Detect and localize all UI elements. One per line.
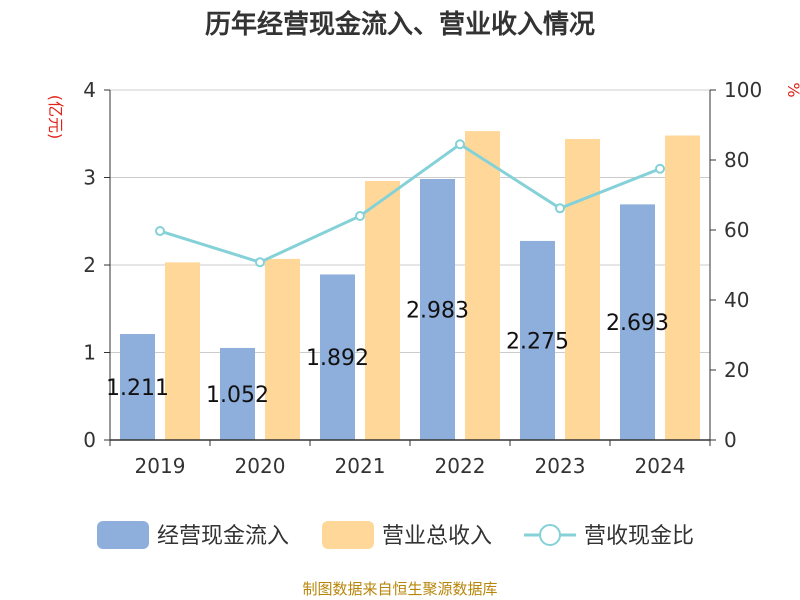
legend-swatch-revenue	[322, 521, 374, 549]
right-tick-label: 20	[724, 358, 749, 382]
bar-revenue	[565, 139, 600, 440]
bar-value-label: 1.892	[306, 346, 369, 371]
bar-revenue	[665, 135, 700, 440]
chart-title: 历年经营现金流入、营业收入情况	[205, 9, 595, 40]
bar-cash-inflow	[320, 274, 355, 440]
bar-cash-inflow	[420, 178, 455, 441]
ratio-point	[155, 226, 165, 237]
right-tick-label: 0	[724, 428, 737, 452]
bar-cash-inflow	[220, 347, 255, 440]
right-tick-label: 100	[724, 78, 762, 102]
legend-label-cash-inflow: 经营现金流入	[157, 524, 289, 549]
bar-cash-inflow	[520, 240, 555, 440]
legend: 经营现金流入 营业总收入 营收现金比	[97, 521, 694, 549]
bar-value-label: 1.052	[206, 383, 269, 408]
bar-revenue	[265, 258, 300, 440]
ratio-point	[555, 203, 565, 214]
ratio-point	[255, 257, 265, 268]
x-tick-label: 2021	[335, 454, 386, 478]
x-tick-label: 2022	[435, 454, 486, 478]
bar-value-label: 2.693	[606, 311, 669, 336]
ratio-point	[355, 211, 365, 221]
left-tick-label: 2	[83, 253, 96, 277]
left-tick-label: 4	[83, 78, 96, 102]
source-note: 制图数据来自恒生聚源数据库	[302, 580, 497, 598]
bar-value-label: 2.983	[406, 298, 469, 323]
bar-value-label: 2.275	[506, 329, 569, 354]
left-tick-label: 0	[83, 428, 96, 452]
x-tick-label: 2023	[535, 454, 586, 478]
right-tick-label: 60	[724, 218, 749, 242]
data-labels: 1.211 1.052 1.892 2.983 2.275 2.693	[106, 298, 669, 407]
legend-label-revenue: 营业总收入	[382, 524, 492, 549]
x-tick-label: 2024	[635, 454, 686, 478]
left-axis-unit: (亿元)	[46, 95, 65, 140]
gridlines	[110, 89, 710, 353]
x-tick-label: 2020	[235, 454, 286, 478]
ratio-line-group	[155, 139, 665, 268]
legend-swatch-cash-inflow	[97, 521, 149, 549]
left-tick-label: 3	[83, 166, 96, 190]
bar-value-label: 1.211	[106, 376, 169, 401]
ratio-point	[655, 163, 665, 174]
ratio-point	[455, 139, 465, 150]
bar-revenue	[465, 131, 500, 440]
bars-group	[120, 131, 700, 441]
ratio-line	[159, 142, 661, 264]
legend-label-ratio: 营收现金比	[584, 524, 694, 549]
left-tick-label: 1	[83, 341, 96, 365]
bar-revenue	[165, 262, 200, 440]
x-tick-label: 2019	[135, 454, 186, 478]
right-axis-unit: %	[784, 82, 800, 97]
bar-cash-inflow	[120, 334, 155, 440]
right-tick-label: 40	[724, 288, 749, 312]
bar-cash-inflow	[620, 204, 655, 440]
right-tick-label: 80	[724, 148, 749, 172]
bar-revenue	[365, 181, 400, 440]
legend-marker-ratio	[539, 524, 561, 546]
